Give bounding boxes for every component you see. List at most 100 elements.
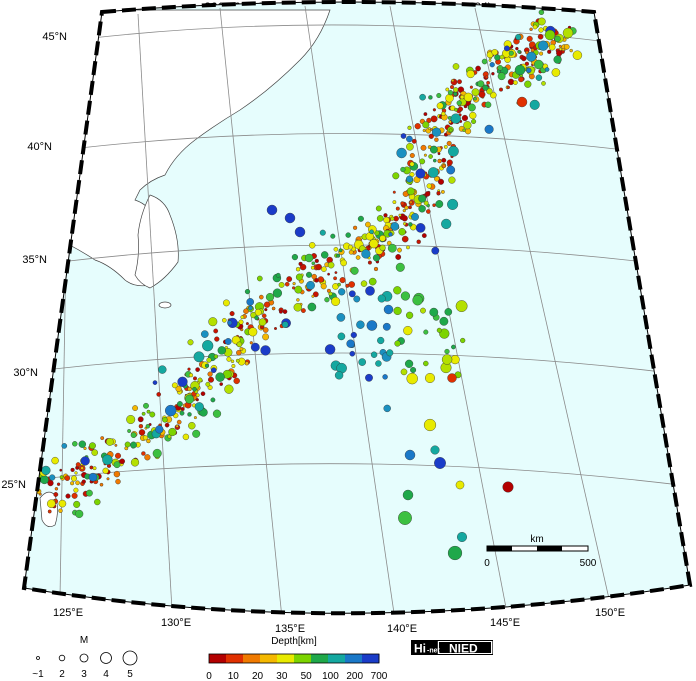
earthquake-marker bbox=[377, 294, 386, 303]
earthquake-marker bbox=[409, 152, 415, 158]
earthquake-marker bbox=[370, 351, 378, 358]
earthquake-marker bbox=[402, 209, 406, 213]
earthquake-marker bbox=[71, 492, 78, 499]
earthquake-marker bbox=[162, 416, 168, 423]
lon-label-140: 140°E bbox=[387, 623, 417, 635]
earthquake-marker bbox=[152, 380, 158, 385]
earthquake-marker bbox=[348, 249, 354, 255]
earthquake-marker bbox=[192, 429, 201, 438]
earthquake-marker bbox=[484, 75, 489, 79]
earthquake-marker bbox=[572, 50, 583, 60]
earthquake-marker bbox=[249, 341, 253, 345]
earthquake-marker bbox=[70, 481, 75, 486]
earthquake-marker bbox=[448, 176, 456, 184]
magnitude-label: 4 bbox=[103, 669, 109, 680]
earthquake-marker bbox=[428, 154, 433, 159]
earthquake-marker bbox=[187, 339, 194, 346]
earthquake-marker bbox=[248, 327, 258, 337]
earthquake-marker bbox=[425, 209, 431, 214]
earthquake-marker bbox=[556, 49, 563, 57]
earthquake-marker bbox=[175, 424, 179, 428]
earthquake-marker bbox=[258, 318, 267, 327]
earthquake-marker bbox=[92, 466, 97, 471]
earthquake-marker bbox=[187, 367, 191, 371]
earthquake-marker bbox=[295, 273, 303, 281]
earthquake-marker bbox=[421, 233, 427, 239]
earthquake-marker bbox=[366, 320, 378, 331]
earthquake-marker bbox=[355, 255, 361, 260]
earthquake-marker bbox=[382, 374, 388, 380]
earthquake-marker bbox=[310, 265, 315, 270]
earthquake-marker bbox=[405, 359, 414, 368]
earthquake-marker bbox=[311, 261, 316, 266]
earthquake-marker bbox=[295, 267, 301, 272]
earthquake-marker bbox=[348, 290, 356, 298]
earthquake-marker bbox=[368, 277, 377, 286]
earthquake-marker bbox=[54, 487, 59, 491]
earthquake-marker bbox=[400, 291, 411, 301]
logo-net: -net bbox=[427, 648, 441, 655]
earthquake-marker bbox=[462, 128, 466, 133]
earthquake-marker bbox=[564, 44, 570, 50]
earthquake-marker bbox=[458, 106, 464, 112]
earthquake-marker bbox=[353, 225, 358, 230]
earthquake-marker bbox=[441, 163, 446, 169]
earthquake-marker bbox=[475, 65, 481, 72]
earthquake-marker bbox=[143, 402, 149, 409]
earthquake-marker bbox=[184, 394, 194, 404]
earthquake-marker bbox=[375, 360, 382, 367]
earthquake-marker bbox=[149, 411, 156, 418]
earthquake-marker bbox=[284, 212, 296, 224]
earthquake-marker bbox=[59, 475, 64, 479]
earthquake-marker bbox=[65, 493, 71, 499]
earthquake-marker bbox=[324, 344, 336, 355]
earthquake-marker bbox=[400, 133, 407, 139]
earthquake-marker bbox=[428, 133, 434, 139]
earthquake-marker bbox=[477, 80, 485, 88]
earthquake-marker bbox=[423, 112, 428, 117]
earthquake-marker bbox=[379, 244, 386, 251]
earthquake-marker bbox=[526, 35, 533, 42]
earthquake-marker bbox=[400, 201, 405, 206]
earthquake-marker bbox=[328, 291, 333, 296]
earthquake-marker bbox=[353, 295, 361, 303]
earthquake-marker bbox=[146, 409, 151, 414]
earthquake-marker bbox=[419, 93, 426, 101]
earthquake-marker bbox=[168, 427, 177, 437]
earthquake-marker bbox=[256, 275, 263, 282]
earthquake-marker bbox=[411, 212, 419, 221]
earthquake-marker bbox=[284, 281, 290, 287]
earthquake-marker bbox=[400, 368, 408, 376]
earthquake-marker bbox=[244, 361, 249, 366]
earthquake-marker bbox=[130, 441, 137, 449]
earthquake-marker bbox=[453, 107, 458, 112]
earthquake-marker bbox=[447, 145, 459, 157]
earthquake-marker bbox=[28, 493, 34, 498]
earthquake-marker bbox=[398, 213, 402, 217]
earthquake-marker bbox=[345, 232, 351, 238]
depth-color-segment bbox=[362, 654, 380, 663]
earthquake-marker bbox=[452, 63, 460, 70]
earthquake-marker bbox=[100, 436, 105, 440]
earthquake-marker bbox=[99, 482, 104, 487]
earthquake-marker bbox=[524, 80, 532, 88]
earthquake-marker bbox=[80, 466, 84, 470]
earthquake-marker bbox=[437, 152, 441, 156]
earthquake-marker bbox=[467, 103, 476, 112]
earthquake-marker bbox=[398, 511, 412, 525]
earthquake-marker bbox=[264, 308, 268, 312]
earthquake-marker bbox=[529, 99, 540, 110]
earthquake-marker bbox=[349, 350, 356, 357]
earthquake-marker bbox=[529, 27, 533, 31]
earthquake-marker bbox=[286, 276, 293, 282]
earthquake-marker bbox=[434, 457, 446, 469]
earthquake-marker bbox=[382, 322, 391, 331]
earthquake-marker bbox=[40, 475, 49, 485]
earthquake-marker bbox=[219, 382, 223, 386]
earthquake-marker bbox=[455, 480, 465, 490]
earthquake-marker bbox=[406, 142, 414, 151]
magnitude-circle-3 bbox=[79, 653, 89, 663]
earthquake-marker bbox=[406, 135, 413, 143]
earthquake-marker bbox=[205, 381, 211, 387]
earthquake-marker bbox=[393, 306, 402, 316]
